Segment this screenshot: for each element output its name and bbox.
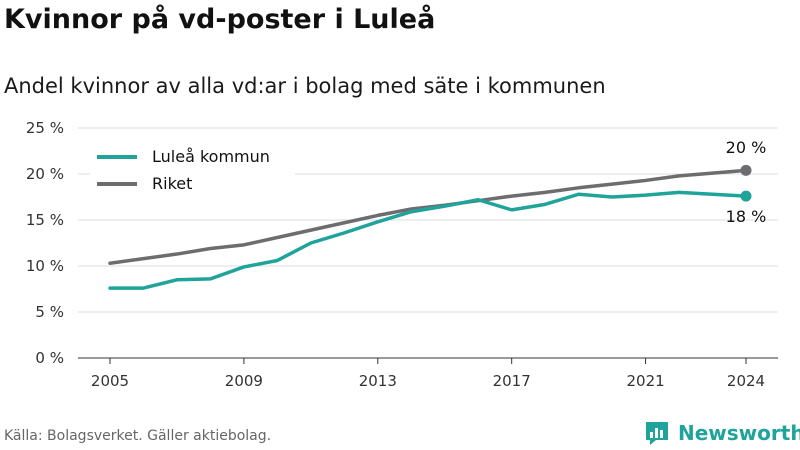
legend: Luleå kommun Riket — [90, 142, 295, 198]
y-tick-label: 25 % — [26, 119, 64, 137]
end-label-riket: 20 % — [726, 138, 767, 157]
legend-label-lulea: Luleå kommun — [152, 147, 270, 166]
x-axis-ticks: 2005 2009 2013 2017 2021 2024 — [91, 358, 765, 390]
legend-label-riket: Riket — [152, 174, 192, 193]
series-lines — [108, 164, 752, 290]
series-line-riket — [108, 168, 748, 265]
legend-background — [90, 142, 295, 198]
x-tick-label: 2009 — [225, 372, 263, 390]
end-label-lulea: 18 % — [726, 207, 767, 226]
end-point-riket — [740, 164, 752, 176]
x-tick-label: 2021 — [626, 372, 664, 390]
y-tick-label: 10 % — [26, 257, 64, 275]
chart-title: Kvinnor på vd-poster i Luleå — [4, 4, 436, 35]
x-tick-label: 2024 — [727, 372, 765, 390]
brand-name: Newsworthy — [678, 421, 800, 445]
x-tick-label: 2013 — [359, 372, 397, 390]
y-tick-label: 5 % — [35, 303, 64, 321]
newsworthy-logo[interactable]: Newsworthy — [644, 420, 800, 446]
x-tick-label: 2017 — [493, 372, 531, 390]
source-note: Källa: Bolagsverket. Gäller aktiebolag. — [4, 428, 272, 444]
y-tick-label: 20 % — [26, 165, 64, 183]
series-line-lulea — [108, 190, 748, 290]
bar-chart-icon — [646, 422, 668, 445]
end-point-lulea — [740, 190, 752, 202]
y-tick-label: 15 % — [26, 211, 64, 229]
y-tick-label: 0 % — [35, 349, 64, 367]
x-tick-label: 2005 — [91, 372, 129, 390]
chart-subtitle: Andel kvinnor av alla vd:ar i bolag med … — [4, 74, 606, 98]
y-axis-ticks: 0 % 5 % 10 % 15 % 20 % 25 % — [26, 119, 64, 367]
